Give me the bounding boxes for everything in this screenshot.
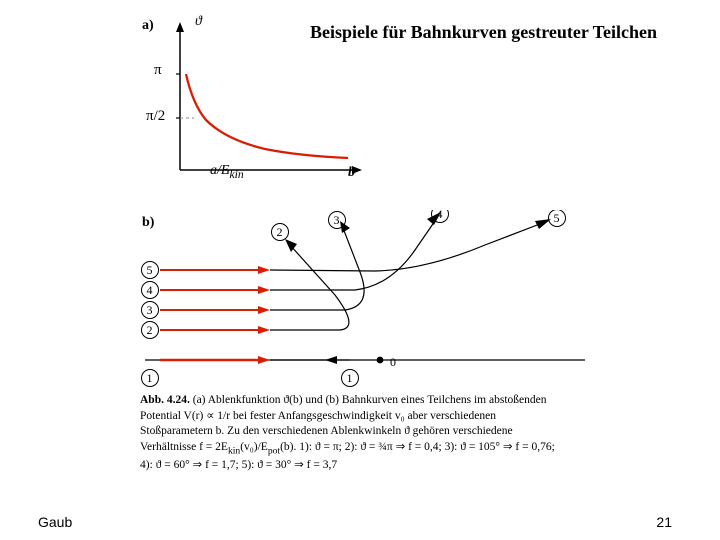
chart-a-pi2-tick: π/2 (146, 108, 165, 125)
svg-text:3: 3 (147, 303, 153, 317)
footer-author: Gaub (38, 514, 72, 530)
chart-b: 0 5 4 3 2 1 1 (125, 210, 595, 400)
svg-text:5: 5 (147, 263, 153, 277)
chart-a (170, 20, 370, 190)
svg-text:4: 4 (147, 283, 153, 297)
svg-text:5: 5 (554, 211, 560, 225)
svg-text:1: 1 (147, 371, 153, 385)
svg-text:4: 4 (437, 210, 443, 221)
svg-text:3: 3 (334, 213, 340, 227)
figure-caption: Abb. 4.24. (a) Ablenkfunktion ϑ(b) und (… (140, 393, 570, 473)
footer-page-number: 21 (656, 514, 672, 530)
origin-label: 0 (390, 355, 396, 369)
svg-text:1: 1 (347, 371, 353, 385)
chart-a-pi-tick: π (154, 62, 162, 79)
svg-text:2: 2 (147, 323, 153, 337)
panel-a-label: a) (142, 18, 154, 34)
svg-text:2: 2 (277, 225, 283, 239)
